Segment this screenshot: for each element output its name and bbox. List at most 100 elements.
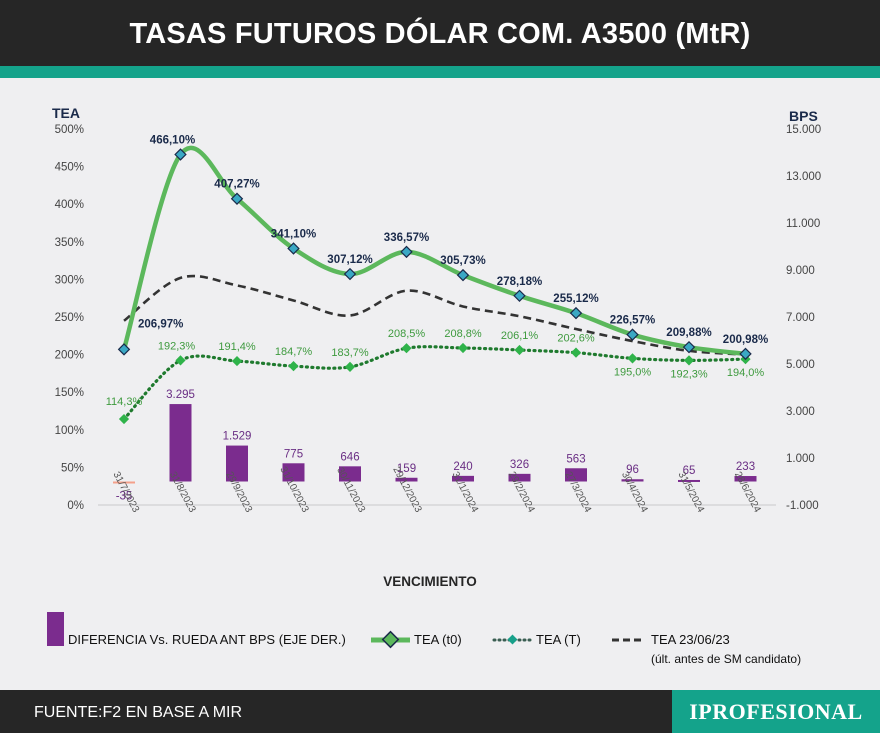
right-tick-label: 3.000 (786, 406, 815, 418)
bar-value-label: 65 (683, 465, 696, 477)
bar (395, 477, 418, 482)
bar (565, 468, 587, 482)
tea-t-label: 194,0% (727, 367, 765, 379)
left-tick-label: 150% (55, 387, 84, 399)
tea-t-label: 114,3% (106, 396, 143, 408)
tea-t0-point (287, 242, 300, 255)
tea-t0-point (174, 148, 187, 161)
legend-tea-2306-label: TEA 23/06/23 (651, 632, 730, 647)
tea-t-point (514, 344, 525, 356)
tea-t-label: 184,7% (275, 346, 313, 358)
bar (339, 466, 361, 482)
tea-t0-label: 226,57% (610, 315, 655, 327)
tea-t0-label: 341,10% (271, 228, 316, 240)
tea-t0-point (117, 343, 131, 356)
bar (169, 404, 192, 482)
tea-t0-point (626, 328, 639, 341)
left-tick-label: 400% (55, 199, 84, 211)
brand-box: IPROFESIONAL (672, 690, 880, 733)
legend-tea-t0-marker (381, 630, 400, 649)
tea-t0-label: 407,27% (214, 179, 259, 191)
bar-value-label: 563 (566, 453, 585, 465)
tea-t-label: 206,1% (501, 330, 539, 342)
legend-tea-t-marker (507, 634, 518, 645)
right-tick-label: 15.000 (786, 124, 821, 136)
bar (226, 445, 248, 482)
right-tick-label: -1.000 (786, 500, 819, 512)
left-axis-title: TEA (52, 105, 80, 121)
tea-t-point (288, 361, 299, 372)
tea-t0-point (513, 289, 526, 303)
bar-value-label: 233 (736, 461, 755, 473)
brand-logo: IPROFESIONAL (689, 699, 863, 724)
footer-bar: FUENTE:F2 EN BASE A MIR IPROFESIONAL (0, 690, 880, 733)
x-axis-title: VENCIMIENTO (383, 574, 477, 589)
bar-value-label: 240 (453, 461, 472, 473)
tea-t0-point (569, 306, 583, 320)
left-tick-label: 450% (55, 162, 84, 174)
tea-t0-label: 305,73% (440, 255, 485, 267)
bar-value-label: 159 (397, 463, 416, 475)
legend-bar-label: DIFERENCIA Vs. RUEDA ANT BPS (EJE DER.) (68, 632, 346, 647)
tea-t-point (175, 355, 186, 366)
tea-t0-label: 466,10% (150, 134, 195, 146)
tea-t-label: 183,7% (331, 347, 369, 359)
legend-tea-t0-label: TEA (t0) (414, 632, 462, 647)
left-tick-label: 500% (55, 124, 84, 136)
tea-t-point (231, 355, 243, 367)
bar-value-label: 96 (626, 464, 639, 476)
tea-t0-point (343, 267, 357, 281)
right-tick-label: 1.000 (786, 453, 815, 465)
chart-background (0, 78, 880, 690)
tea-t-point (570, 347, 582, 358)
bar-value-label: -35 (116, 491, 133, 503)
page-title: TASAS FUTUROS DÓLAR COM. A3500 (MtR) (129, 18, 751, 50)
right-tick-label: 5.000 (786, 359, 815, 371)
left-tick-label: 50% (61, 462, 84, 474)
tea-t-label: 208,5% (388, 328, 426, 340)
tea-t-label: 192,3% (158, 340, 196, 352)
tea-t-label: 192,3% (670, 368, 708, 380)
tea-t-point (344, 361, 356, 372)
bar-value-label: 326 (510, 459, 529, 471)
tea-t0-label: 200,98% (723, 334, 768, 346)
tea-t0-label: 206,97% (138, 318, 183, 330)
legend-tea-t-label: TEA (T) (536, 632, 581, 647)
tea-t0-point (682, 340, 696, 354)
tea-t0-label: 255,12% (553, 293, 598, 305)
bar (678, 479, 700, 482)
tea-t-line (122, 345, 748, 421)
tea-t-point (683, 355, 695, 366)
left-tick-label: 100% (55, 425, 84, 437)
legend-tea-2306-note: (últ. antes de SM candidato) (651, 652, 801, 666)
bar-value-label: 646 (340, 451, 359, 463)
legend-bar-swatch (47, 612, 64, 646)
left-tick-label: 250% (55, 312, 84, 324)
bar-value-label: 3.295 (166, 389, 195, 401)
x-tick-label: 30/4/2024 (619, 470, 650, 515)
bar-value-label: 775 (284, 448, 303, 460)
header-bar (0, 0, 880, 66)
tea-2306-line (123, 274, 746, 356)
left-tick-label: 350% (55, 237, 84, 249)
bar (508, 473, 531, 482)
right-axis-title: BPS (789, 108, 818, 124)
bar (452, 475, 474, 482)
tea-t-label: 208,8% (444, 328, 482, 340)
bar (282, 463, 305, 482)
right-tick-label: 11.000 (786, 218, 820, 230)
left-tick-label: 300% (55, 274, 84, 286)
tea-t-point (457, 342, 469, 354)
accent-bar (0, 66, 880, 78)
tea-t-label: 191,4% (218, 341, 256, 353)
bar (113, 481, 135, 484)
tea-t-label: 202,6% (557, 333, 595, 345)
tea-t-label: 195,0% (614, 366, 652, 378)
right-tick-label: 7.000 (786, 312, 815, 324)
right-tick-label: 13.000 (786, 171, 821, 183)
bar (621, 479, 644, 482)
tea-t0-point (230, 192, 244, 205)
right-tick-label: 9.000 (786, 265, 815, 277)
tea-t-point (118, 413, 130, 425)
